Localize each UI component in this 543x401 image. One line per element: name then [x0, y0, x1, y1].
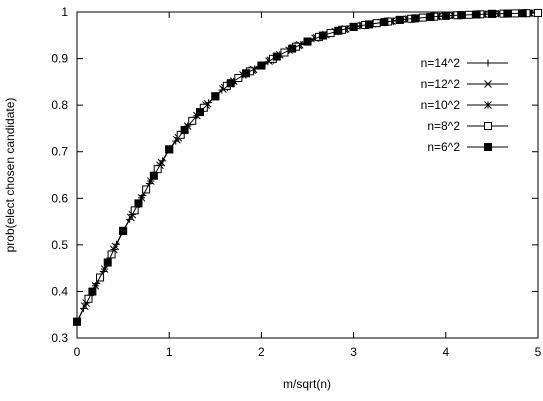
point-filled-square	[472, 10, 481, 19]
point-filled-square	[518, 9, 527, 18]
plot-frame	[76, 11, 539, 339]
series-n=10^2	[73, 9, 542, 326]
legend-label: n=10^2	[421, 98, 461, 112]
point-filled-square	[426, 12, 435, 21]
legend-label: n=6^2	[427, 140, 460, 154]
y-axis-label: prob(elect chosen candidate)	[3, 98, 17, 253]
point-filled-square	[303, 37, 312, 46]
y-tick-label: 0.4	[51, 284, 68, 298]
point-filled-square	[134, 199, 143, 208]
y-tick-label: 0.8	[51, 98, 68, 112]
point-open-square	[534, 8, 542, 17]
point-plus	[484, 59, 492, 67]
point-filled-square	[211, 92, 220, 101]
series-n=12^2	[73, 9, 542, 326]
point-filled-square	[457, 11, 466, 20]
y-tick-label: 0.9	[51, 52, 68, 66]
x-tick-label: 2	[258, 345, 265, 359]
point-filled-square	[503, 9, 512, 18]
point-filled-square	[484, 143, 492, 151]
point-filled-square	[242, 69, 251, 78]
point-filled-square	[73, 317, 81, 326]
point-filled-square	[411, 14, 420, 23]
point-filled-square	[380, 18, 389, 27]
x-tick-label: 1	[166, 345, 173, 359]
point-filled-square	[119, 226, 128, 235]
point-filled-square	[165, 145, 174, 154]
series-n=8^2	[73, 8, 542, 326]
series-line	[76, 12, 539, 322]
point-filled-square	[334, 26, 343, 35]
y-tick-label: 0.7	[51, 145, 68, 159]
point-star	[484, 101, 492, 109]
point-filled-square	[272, 52, 281, 61]
x-tick-label: 5	[535, 345, 542, 359]
point-cross	[484, 80, 492, 88]
point-filled-square	[103, 258, 112, 267]
y-tick-label: 0.6	[51, 191, 68, 205]
point-filled-square	[441, 11, 450, 20]
legend-label: n=8^2	[427, 119, 460, 133]
point-filled-square	[487, 9, 496, 18]
point-filled-square	[395, 15, 404, 24]
series-n=14^2	[73, 9, 542, 326]
axis-ticks	[76, 11, 539, 339]
legend-label: n=12^2	[421, 77, 461, 91]
y-tick-label: 1	[61, 5, 68, 19]
x-axis-label: m/sqrt(n)	[283, 377, 331, 391]
legend-label: n=14^2	[421, 56, 461, 70]
x-tick-label: 3	[350, 345, 357, 359]
series-layer	[73, 8, 542, 326]
point-filled-square	[318, 31, 327, 40]
point-filled-square	[88, 287, 97, 296]
point-filled-square	[149, 171, 158, 180]
point-filled-square	[257, 61, 266, 70]
series-line	[76, 12, 538, 322]
point-filled-square	[180, 125, 189, 134]
point-filled-square	[226, 79, 235, 88]
x-tick-label: 0	[74, 345, 81, 359]
point-filled-square	[288, 44, 297, 53]
y-tick-label: 0.3	[51, 331, 68, 345]
x-tick-label: 4	[442, 345, 449, 359]
series-line	[76, 12, 538, 322]
point-filled-square	[365, 20, 374, 29]
point-filled-square	[349, 22, 358, 31]
legend: n=14^2 n=12^2 n=10^2 n=8^2 n=6^2	[421, 56, 508, 154]
point-open-square	[484, 122, 492, 130]
point-filled-square	[195, 108, 204, 117]
tick-labels: 0 1 2 3 4 5 0.3 0.4 0.5 0.6 0.7 0.8 0.9 1	[51, 5, 541, 359]
series-n=6^2	[73, 9, 527, 326]
y-tick-label: 0.5	[51, 238, 68, 252]
series-line	[76, 12, 539, 322]
